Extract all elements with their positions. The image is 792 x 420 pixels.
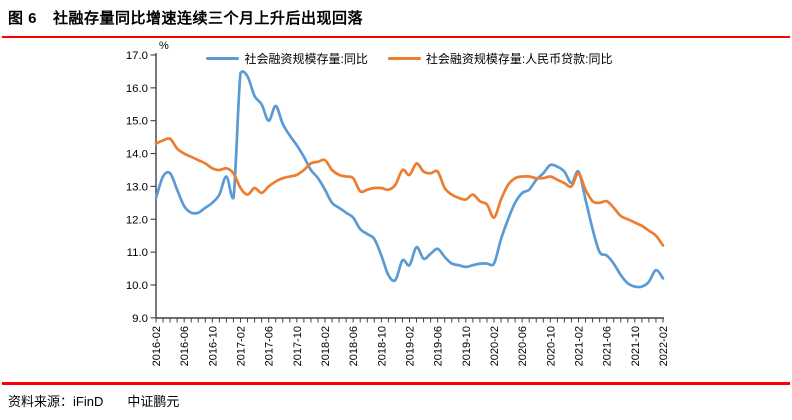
org-name: 中证鹏元 — [127, 394, 180, 409]
source-note: 资料来源：iFinD 中证鹏元 — [8, 391, 179, 410]
svg-text:12.0: 12.0 — [126, 214, 148, 226]
svg-text:2016-02: 2016-02 — [151, 326, 163, 366]
legend-label-rmb-loans-yoy: 社会融资规模存量:人民币贷款:同比 — [425, 52, 613, 66]
svg-text:2019-10: 2019-10 — [461, 326, 473, 366]
svg-text:2020-02: 2020-02 — [489, 326, 501, 366]
svg-text:10.0: 10.0 — [126, 280, 148, 292]
svg-text:2016-10: 2016-10 — [207, 326, 219, 366]
svg-text:11.0: 11.0 — [127, 247, 148, 259]
svg-text:13.0: 13.0 — [126, 181, 148, 193]
svg-text:2021-02: 2021-02 — [574, 326, 586, 366]
svg-text:2017-02: 2017-02 — [236, 326, 248, 366]
legend-line-blue — [206, 56, 240, 61]
svg-text:2016-06: 2016-06 — [179, 326, 191, 366]
svg-text:9.0: 9.0 — [132, 313, 148, 325]
chart-legend: 社会融资规模存量:同比 社会融资规模存量:人民币贷款:同比 — [156, 50, 663, 67]
svg-text:2017-06: 2017-06 — [264, 326, 276, 366]
source-label: 资料来源：iFinD — [8, 394, 104, 409]
legend-item-rmb-loans-yoy: 社会融资规模存量:人民币贷款:同比 — [387, 50, 613, 67]
svg-text:2019-06: 2019-06 — [433, 326, 445, 366]
figure-number: 图 6 — [8, 10, 38, 27]
svg-text:2018-10: 2018-10 — [376, 326, 388, 366]
svg-text:2021-10: 2021-10 — [630, 326, 642, 366]
svg-text:2020-06: 2020-06 — [517, 326, 529, 366]
svg-text:2017-10: 2017-10 — [292, 326, 304, 366]
svg-text:2021-06: 2021-06 — [602, 326, 614, 366]
svg-text:2018-02: 2018-02 — [320, 326, 332, 366]
figure-title: 图 6 社融存量同比增速连续三个月上升后出现回落 — [8, 7, 363, 28]
figure-title-text: 社融存量同比增速连续三个月上升后出现回落 — [53, 10, 364, 27]
svg-text:17.0: 17.0 — [126, 50, 148, 62]
svg-text:16.0: 16.0 — [126, 83, 148, 95]
svg-text:2018-06: 2018-06 — [348, 326, 360, 366]
svg-text:2022-02: 2022-02 — [658, 326, 670, 366]
svg-text:%: % — [159, 40, 169, 52]
bottom-divider — [2, 382, 790, 385]
svg-text:14.0: 14.0 — [126, 149, 148, 161]
legend-line-orange — [387, 56, 421, 61]
legend-item-sf-stock-yoy: 社会融资规模存量:同比 — [206, 50, 368, 67]
svg-text:2019-02: 2019-02 — [405, 326, 417, 366]
legend-label-sf-stock-yoy: 社会融资规模存量:同比 — [244, 52, 368, 66]
svg-text:15.0: 15.0 — [126, 116, 148, 128]
svg-text:2020-10: 2020-10 — [545, 326, 557, 366]
top-divider — [2, 35, 790, 39]
